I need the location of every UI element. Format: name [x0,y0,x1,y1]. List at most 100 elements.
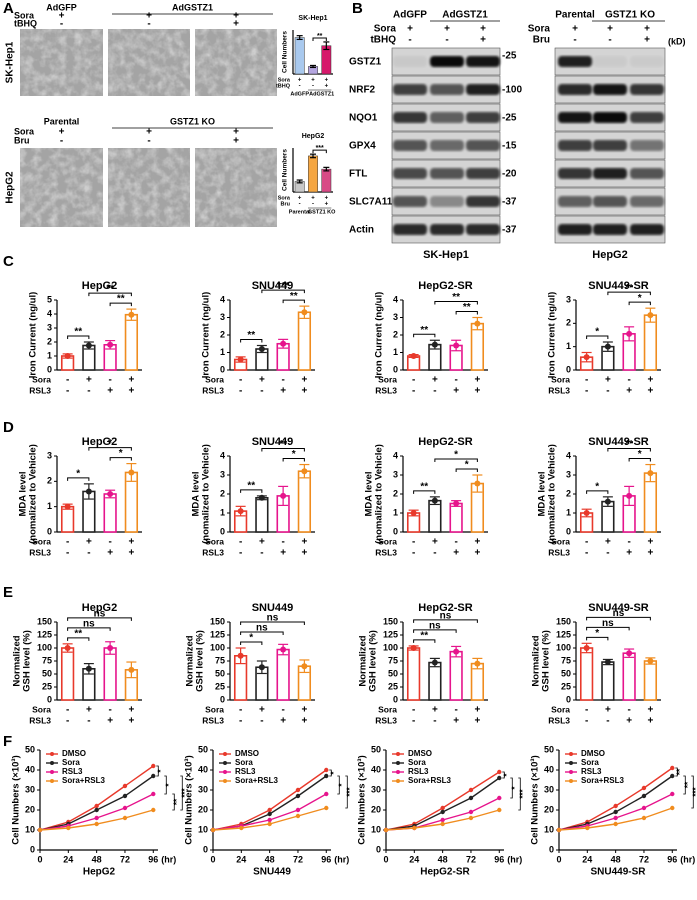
condition-mark: + [474,705,480,716]
condition-mark: + [86,537,92,548]
y-tick-label: 30 [198,784,208,794]
legend-marker [396,752,400,756]
bar [103,647,117,701]
condition-mark: + [572,24,578,35]
y-tick-label: 2 [393,488,398,498]
y-tick-label: 20 [371,804,381,814]
condition-mark: + [259,705,265,716]
condition-mark: + [453,548,459,559]
y-axis-label: Cell Numbers (×10³) [184,755,195,845]
y-tick-label: 20 [25,804,35,814]
blot-band [630,140,664,151]
y-tick-label: 10 [544,824,554,834]
series-point [440,821,445,827]
x-tick-label: 48 [92,854,102,864]
chart-title: SNU449-SR [588,436,649,448]
series-point [94,821,99,827]
condition-mark: + [280,386,286,397]
bar-dot [583,510,590,516]
condition-mark: - [412,386,415,397]
bar [579,647,594,701]
series-point [670,791,675,797]
bar [297,311,312,371]
significance-bracket [109,302,132,307]
blot-band [630,84,664,95]
condition-name: tBHQ [14,18,37,28]
group-label: Parental [44,116,80,126]
y-tick-label: 2 [566,318,571,328]
blot-band [630,168,664,179]
legend-label: Sora [581,758,599,767]
condition-mark: + [311,78,315,84]
bar-dot [301,468,308,475]
condition-mark: - [147,136,150,147]
condition-mark: - [312,202,314,208]
condition-mark: + [280,548,286,559]
condition-mark: - [108,537,111,548]
blot-band [466,112,500,123]
series-point [122,783,128,789]
condition-mark: + [128,375,134,386]
series-point [613,815,618,821]
condition-mark: + [107,386,113,397]
condition-name: Sora [32,704,51,714]
y-tick-label: 20 [198,804,208,814]
significance-bracket [607,448,651,452]
condition-mark: + [146,127,152,138]
series-point [412,825,417,831]
significance-bracket [67,335,90,339]
bar [276,648,290,701]
condition-mark: - [87,716,90,727]
y-tick-label: 5 [47,294,52,304]
blot-band [466,84,500,95]
y-tick-label: 3 [220,312,225,322]
group-label: AdGFP [393,10,427,21]
y-tick-label: 100 [383,642,398,652]
blot-band [558,224,592,235]
condition-mark: + [128,386,134,397]
group-label: GSTZ1 KO [308,209,336,215]
micrograph [20,29,103,96]
x-unit-label: (hr) [161,854,176,864]
series-point [324,767,329,773]
micrograph [108,148,190,227]
condition-mark: + [605,375,611,386]
bar-dot [280,340,287,347]
group-label: AdGSTZ1 [309,91,334,97]
condition-mark: - [281,705,284,716]
blot-band [630,56,664,67]
y-tick-label: 4 [566,450,571,460]
y-tick-label: 2 [566,488,571,498]
y-axis-label: GSH level (%) [541,630,552,692]
significance-bracket [413,639,436,643]
condition-name: Sora [14,10,35,20]
condition-name: tBHQ [370,35,396,46]
bar [643,660,658,701]
blot-band [558,196,592,207]
significance-label: ns [267,613,279,624]
y-tick-label: 2 [393,329,398,339]
blot-band [630,112,664,123]
condition-name: Sora [551,374,570,384]
significance-label: ns [256,623,268,634]
significance-bracket [312,149,327,154]
bar-dot [85,342,92,349]
significance-label: ** [74,327,82,338]
condition-mark: + [626,716,632,727]
condition-mark: - [260,716,263,727]
significance-label: ** [117,294,125,305]
significance-bracket [67,477,90,481]
condition-mark: - [408,35,411,46]
condition-mark: - [585,705,588,716]
significance-bracket [413,619,478,623]
significance-label: *** [277,281,289,292]
cell-line-label: SK-Hep1 [5,41,16,83]
protein-label: GPX4 [349,141,376,152]
condition-mark: + [605,537,611,548]
condition-mark: - [585,537,588,548]
x-tick-label: 0 [383,854,388,864]
blot-band [466,196,500,207]
condition-mark: - [239,375,242,386]
y-tick-label: 40 [25,764,35,774]
blot-band [466,168,500,179]
